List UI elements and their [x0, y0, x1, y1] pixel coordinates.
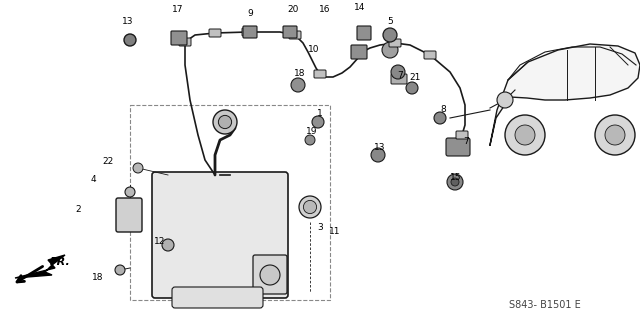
Text: 8: 8: [440, 106, 446, 115]
FancyBboxPatch shape: [391, 74, 407, 84]
Circle shape: [447, 174, 463, 190]
Text: 2: 2: [75, 205, 81, 214]
FancyBboxPatch shape: [424, 51, 436, 59]
Text: 10: 10: [308, 46, 320, 55]
Circle shape: [133, 163, 143, 173]
FancyBboxPatch shape: [289, 31, 301, 39]
FancyBboxPatch shape: [209, 29, 221, 37]
Text: 11: 11: [329, 227, 340, 236]
Text: 16: 16: [319, 5, 331, 14]
Text: 18: 18: [92, 272, 104, 281]
Text: 1: 1: [317, 108, 323, 117]
FancyBboxPatch shape: [242, 28, 254, 36]
Text: 9: 9: [247, 9, 253, 18]
Text: 3: 3: [317, 224, 323, 233]
Circle shape: [312, 116, 324, 128]
Polygon shape: [15, 255, 65, 278]
Text: 5: 5: [387, 18, 393, 26]
Text: 21: 21: [410, 73, 420, 83]
Circle shape: [305, 135, 315, 145]
Circle shape: [260, 265, 280, 285]
Circle shape: [218, 115, 232, 129]
Circle shape: [125, 187, 135, 197]
Circle shape: [299, 196, 321, 218]
FancyBboxPatch shape: [389, 39, 401, 47]
Text: 14: 14: [355, 4, 365, 12]
FancyBboxPatch shape: [446, 138, 470, 156]
Circle shape: [371, 148, 385, 162]
FancyBboxPatch shape: [283, 26, 297, 38]
FancyBboxPatch shape: [172, 287, 263, 308]
Text: 15: 15: [451, 174, 461, 182]
Text: 18: 18: [294, 69, 306, 78]
Text: S843- B1501 E: S843- B1501 E: [509, 300, 581, 310]
Text: 20: 20: [287, 5, 299, 14]
FancyBboxPatch shape: [243, 26, 257, 38]
Circle shape: [406, 82, 418, 94]
Text: 7: 7: [463, 137, 469, 146]
FancyBboxPatch shape: [456, 131, 468, 139]
Text: 13: 13: [122, 18, 134, 26]
Circle shape: [162, 239, 174, 251]
FancyBboxPatch shape: [179, 38, 191, 46]
Circle shape: [434, 112, 446, 124]
Circle shape: [595, 115, 635, 155]
Text: 7: 7: [397, 70, 403, 79]
Text: 13: 13: [374, 144, 386, 152]
Circle shape: [497, 92, 513, 108]
Text: 22: 22: [102, 158, 114, 167]
Circle shape: [391, 65, 405, 79]
FancyBboxPatch shape: [152, 172, 288, 298]
Text: 12: 12: [154, 238, 166, 247]
Circle shape: [291, 78, 305, 92]
FancyBboxPatch shape: [253, 255, 287, 294]
FancyBboxPatch shape: [314, 70, 326, 78]
FancyBboxPatch shape: [351, 45, 367, 59]
Circle shape: [115, 265, 125, 275]
Text: 19: 19: [307, 128, 317, 137]
Circle shape: [383, 28, 397, 42]
FancyBboxPatch shape: [171, 31, 187, 45]
Text: 4: 4: [90, 175, 96, 184]
Circle shape: [505, 115, 545, 155]
Circle shape: [451, 178, 459, 186]
Circle shape: [515, 125, 535, 145]
Text: 17: 17: [172, 5, 184, 14]
Circle shape: [303, 200, 317, 214]
Circle shape: [124, 34, 136, 46]
Circle shape: [605, 125, 625, 145]
FancyBboxPatch shape: [357, 26, 371, 40]
Text: FR.: FR.: [50, 257, 71, 267]
Bar: [130, 105, 330, 300]
Circle shape: [213, 110, 237, 134]
FancyBboxPatch shape: [116, 198, 142, 232]
Polygon shape: [490, 44, 640, 145]
Circle shape: [382, 42, 398, 58]
